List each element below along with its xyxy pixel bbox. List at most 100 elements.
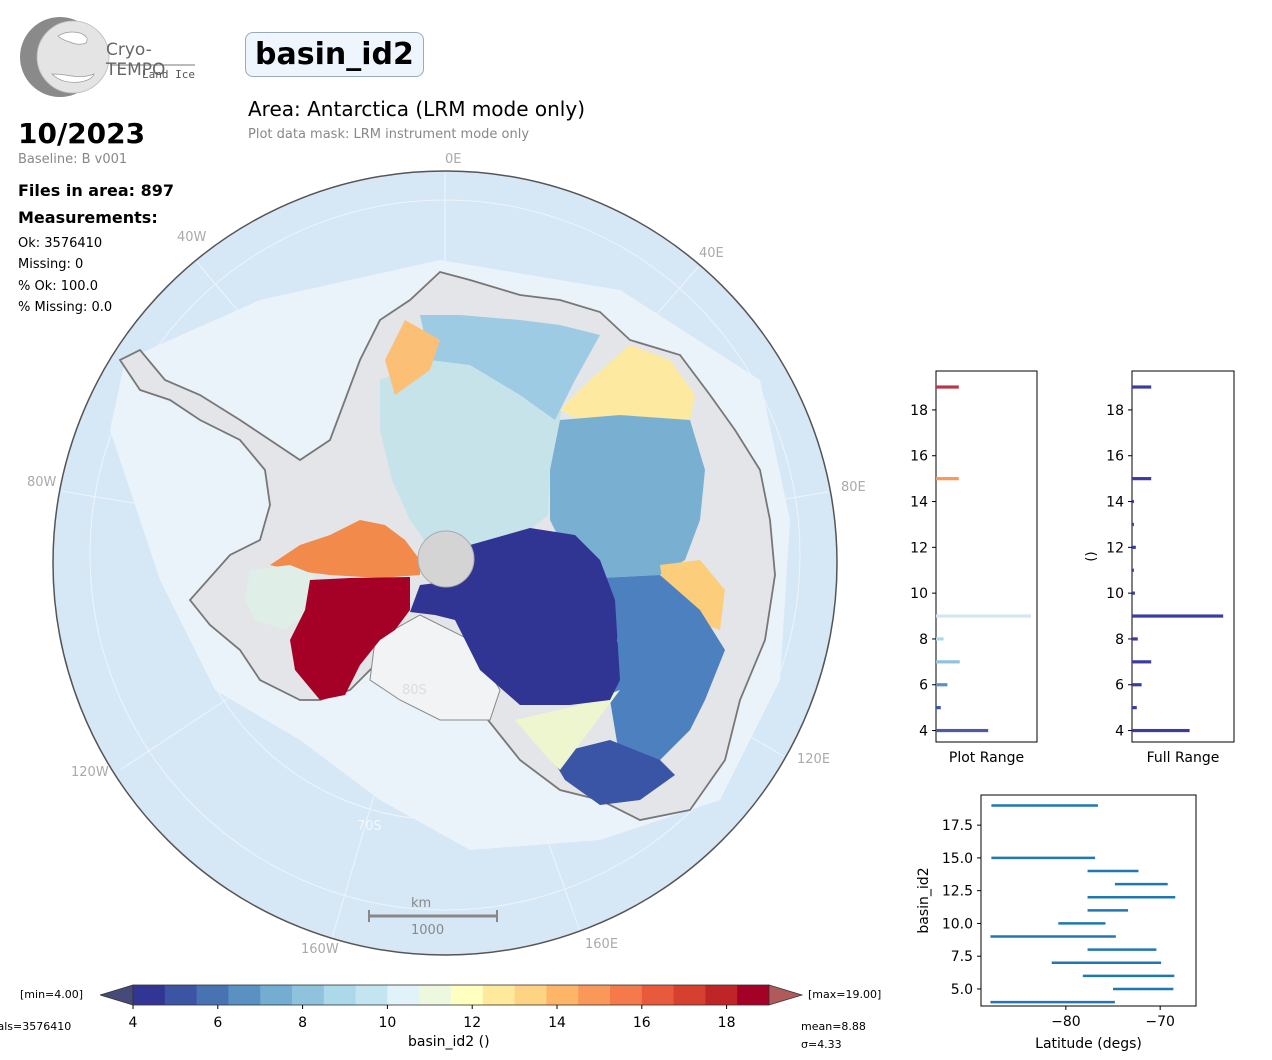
ok-count: Ok: 3576410: [18, 236, 103, 251]
y-tick-label: 12: [1106, 540, 1124, 556]
histogram-bar: [1132, 477, 1152, 481]
basin-13-coverage: [660, 560, 725, 630]
x-tick-label: −80: [1051, 1014, 1081, 1030]
colorbar-sigma-label: σ=4.33: [801, 1038, 842, 1051]
x-tick-label: −70: [1145, 1014, 1175, 1030]
y-tick-label: 18: [1106, 403, 1124, 419]
y-tick-label: 10.0: [942, 916, 973, 932]
histogram-bar: [1132, 614, 1224, 618]
colorbar-cell: [705, 985, 738, 1005]
colorbar-cell: [546, 985, 579, 1005]
lon-label-120w: 120W: [71, 765, 109, 780]
y-tick-label: 10: [910, 586, 928, 602]
colorbar-cell: [419, 985, 452, 1005]
lon-label-160w: 160W: [301, 942, 339, 957]
y-tick-label: 8: [1115, 632, 1124, 648]
colorbar-cell: [387, 985, 420, 1005]
colorbar-xlabel: basin_id2 (): [408, 1034, 490, 1050]
histogram-bar: [1132, 660, 1152, 664]
histogram-bar: [1132, 637, 1138, 641]
histogram-bar: [936, 385, 959, 389]
basin-10-coverage: [245, 565, 315, 630]
basin-5-coverage: [550, 740, 675, 805]
histogram-bar: [1132, 683, 1142, 687]
y-axis-label: (): [1084, 551, 1099, 561]
colorbar-cell: [260, 985, 293, 1005]
missing-count: Missing: 0: [18, 257, 84, 272]
basin-7-coverage: [550, 415, 705, 578]
cryo-tempo-logo-icon: [20, 17, 195, 97]
colorbar-cell: [196, 985, 229, 1005]
colorbar-cell: [737, 985, 770, 1005]
colorbar-cell: [610, 985, 643, 1005]
colorbar-tick-label: 6: [213, 1015, 222, 1031]
colorbar-tick-label: 16: [633, 1015, 651, 1031]
histogram-bar: [936, 683, 948, 687]
logo-subtitle: Land Ice: [142, 68, 195, 81]
y-tick-label: 6: [1115, 678, 1124, 694]
histogram-bar: [936, 614, 1031, 618]
y-tick-label: 4: [1115, 724, 1124, 740]
y-tick-label: 15.0: [942, 851, 973, 867]
histogram-bar: [936, 728, 989, 733]
scale-bar-unit: km: [411, 896, 432, 911]
colorbar-cell: [133, 985, 166, 1005]
colorbar-tick-label: 14: [548, 1015, 566, 1031]
scale-bar-value: 1000: [411, 923, 445, 938]
basin-6-coverage: [600, 575, 725, 760]
basin-9-coverage: [380, 355, 565, 548]
histogram-bar: [936, 660, 960, 664]
lon-label-40e: 40E: [699, 246, 724, 261]
scale-bar: [368, 910, 498, 922]
colorbar-cells: [132, 984, 770, 1006]
basin-12-coverage: [560, 345, 695, 420]
y-axis-label: basin_id2: [916, 867, 932, 933]
pct-ok: % Ok: 100.0: [18, 279, 98, 294]
baseline-label: Baseline: B v001: [18, 152, 128, 167]
lat-label-70s: 70S: [357, 819, 382, 834]
date-label: 10/2023: [18, 117, 146, 150]
histogram-bar: [1132, 728, 1190, 733]
basin-15-coverage: [270, 520, 420, 578]
y-tick-label: 16: [1106, 449, 1124, 465]
y-tick-label: 12.5: [942, 884, 973, 900]
colorbar-cell: [292, 985, 325, 1005]
colorbar-mean-label: mean=8.88: [801, 1020, 866, 1033]
colorbar-cell: [164, 985, 198, 1005]
antarctica-map: [52, 170, 838, 956]
axes-frame: [935, 370, 1038, 743]
colorbar-cell: [673, 985, 706, 1005]
lon-label-80w: 80W: [27, 475, 57, 490]
x-axis-label: Plot Range: [949, 750, 1024, 766]
colorbar-cell: [228, 985, 261, 1005]
colorbar-tick-label: 18: [718, 1015, 736, 1031]
variable-title: basin_id2: [245, 32, 424, 77]
histogram-bar: [1132, 522, 1134, 527]
colorbar-nvals-label: nvals=3576410: [0, 1020, 72, 1033]
lon-label-80e: 80E: [841, 480, 866, 495]
axes-frame: [1131, 370, 1235, 743]
basin-14-coverage: [385, 320, 440, 395]
axes-frame: [980, 794, 1197, 1007]
lon-label-0e: 0E: [445, 152, 462, 167]
histogram-bar: [936, 477, 959, 481]
x-axis-label: Full Range: [1147, 750, 1220, 766]
basin-8-coverage: [420, 315, 600, 420]
colorbar-under-arrow: [100, 984, 134, 1006]
colorbar-cell: [514, 985, 547, 1005]
lat-label-80s: 80S: [402, 683, 427, 698]
colorbar-tick-label: 10: [378, 1015, 396, 1031]
y-tick-label: 16: [910, 449, 928, 465]
area-title: Area: Antarctica (LRM mode only): [248, 97, 586, 121]
colorbar-max-label: [max=19.00]: [808, 988, 882, 1001]
colorbar-over-arrow: [768, 984, 804, 1006]
measurements-label: Measurements:: [18, 208, 158, 227]
histogram-bar: [1132, 591, 1135, 595]
colorbar-min-label: [min=4.00]: [20, 988, 84, 1001]
colorbar-tick-label: 4: [129, 1015, 138, 1031]
histogram-bar: [1132, 568, 1134, 572]
histogram-bar: [1132, 499, 1134, 504]
colorbar-cell: [482, 985, 516, 1005]
logo: Cryo-TEMPO Land Ice: [18, 16, 198, 100]
y-tick-label: 12: [910, 540, 928, 556]
